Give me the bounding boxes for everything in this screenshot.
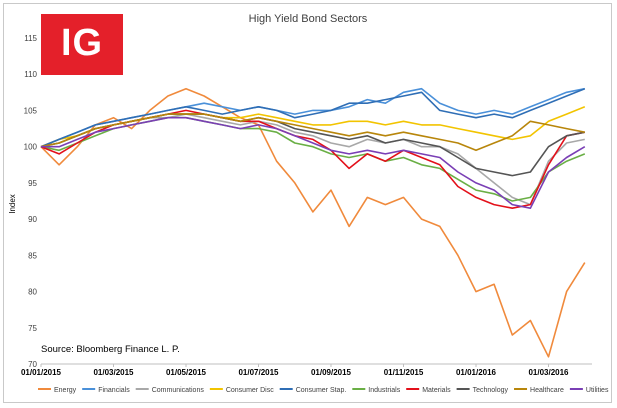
- y-tick-label: 90: [28, 215, 37, 224]
- series-line-utilities: [41, 116, 586, 209]
- legend-item: Industrials: [352, 387, 401, 394]
- x-tick-label: 01/03/2016: [528, 368, 569, 377]
- series-line-energy: [40, 87, 586, 358]
- series-line-healthcare: [40, 113, 585, 152]
- legend-label: Healthcare: [530, 387, 564, 394]
- legend-item: Consumer Disc: [209, 387, 274, 394]
- x-tick-label: 01/01/2015: [21, 368, 62, 377]
- ig-logo: IG: [41, 14, 123, 75]
- legend-item: Technology: [456, 387, 509, 394]
- legend-label: Materials: [422, 387, 451, 394]
- series-line-communications: [40, 113, 585, 206]
- x-tick-label: 01/07/2015: [238, 368, 279, 377]
- series-line-consumer-stap: [40, 87, 586, 148]
- series-line-industrials: [40, 116, 586, 202]
- x-tick-label: 01/03/2015: [93, 368, 134, 377]
- legend-label: Consumer Disc: [226, 387, 274, 394]
- y-tick-label: 75: [28, 324, 37, 333]
- y-tick-label: 80: [28, 288, 37, 297]
- chart-title: High Yield Bond Sectors: [249, 13, 368, 25]
- x-tick-label: 01/11/2015: [384, 368, 424, 377]
- legend-item: Materials: [406, 387, 451, 394]
- y-tick-label: 85: [28, 251, 37, 260]
- chart-axes: 70 75 80 85 90 95 100 105 110 115 01/01/2015 01/03/…: [21, 34, 592, 377]
- legend-item: Communications: [135, 387, 205, 394]
- x-tick-label: 01/09/2015: [311, 368, 352, 377]
- y-tick-label: 70: [28, 360, 37, 369]
- legend-item: Healthcare: [514, 387, 564, 394]
- legend-label: Technology: [473, 387, 509, 394]
- legend-label: Financials: [98, 387, 130, 394]
- logo-text: IG: [60, 22, 104, 64]
- y-tick-label: 105: [24, 106, 38, 115]
- series-lines: [40, 87, 586, 358]
- legend-label: Industrials: [368, 387, 400, 394]
- legend-label: Consumer Stap.: [296, 387, 347, 394]
- y-tick-label: 115: [24, 34, 37, 43]
- legend-label: Utilities: [586, 387, 609, 394]
- chart-legend: Energy Financials Communications Consumer D…: [38, 387, 609, 394]
- legend-label: Energy: [54, 387, 77, 394]
- y-axis-label: Index: [8, 194, 17, 214]
- source-note: Source: Bloomberg Finance L. P.: [41, 344, 180, 355]
- y-tick-label: 110: [24, 70, 37, 79]
- legend-item: Energy: [38, 387, 77, 394]
- legend-item: Financials: [82, 387, 130, 394]
- legend-item: Consumer Stap.: [279, 387, 347, 394]
- y-tick-label: 100: [24, 143, 38, 152]
- x-tick-label: 01/05/2015: [166, 368, 207, 377]
- y-tick-label: 95: [28, 179, 37, 188]
- legend-label: Communications: [152, 387, 205, 394]
- x-tick-label: 01/01/2016: [456, 368, 497, 377]
- legend-item: Utilities: [569, 387, 609, 394]
